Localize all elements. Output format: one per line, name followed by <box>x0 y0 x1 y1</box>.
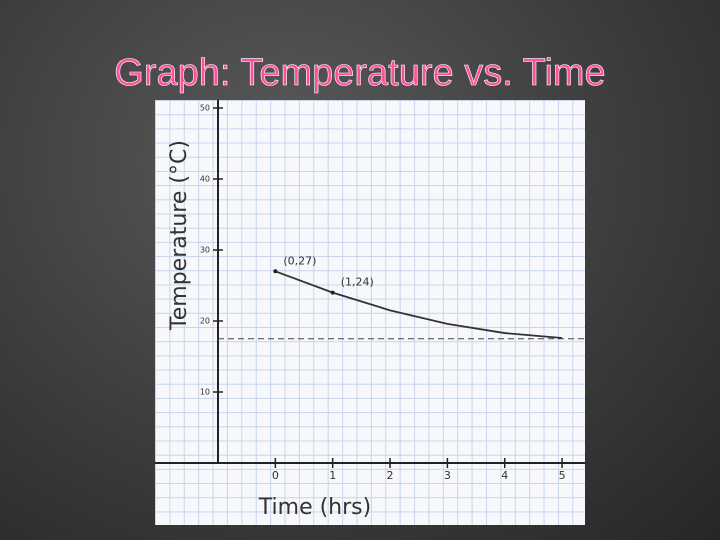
annotated-point <box>330 290 335 295</box>
x-axis-label: Time (hrs) <box>258 495 371 520</box>
x-tick-label: 0 <box>272 469 279 482</box>
graph-paper <box>155 100 585 525</box>
x-tick-label: 3 <box>444 469 451 482</box>
x-tick-label: 5 <box>559 469 566 482</box>
annotation: (1,24) <box>341 276 374 289</box>
x-tick-label: 4 <box>501 469 508 482</box>
y-tick-label: 10 <box>200 388 210 397</box>
slide-title: Graph: Temperature vs. Time <box>114 52 606 95</box>
y-tick-label: 30 <box>200 246 210 255</box>
annotated-point <box>273 269 278 274</box>
y-tick-label: 20 <box>200 317 210 326</box>
y-axis-label: Temperature (°C) <box>167 140 192 331</box>
data-line <box>275 270 563 339</box>
annotation: (0,27) <box>283 254 316 267</box>
y-tick-label: 40 <box>200 175 210 184</box>
y-tick-label: 50 <box>200 104 210 113</box>
x-tick-label: 1 <box>329 469 336 482</box>
x-tick-label: 2 <box>387 469 394 482</box>
